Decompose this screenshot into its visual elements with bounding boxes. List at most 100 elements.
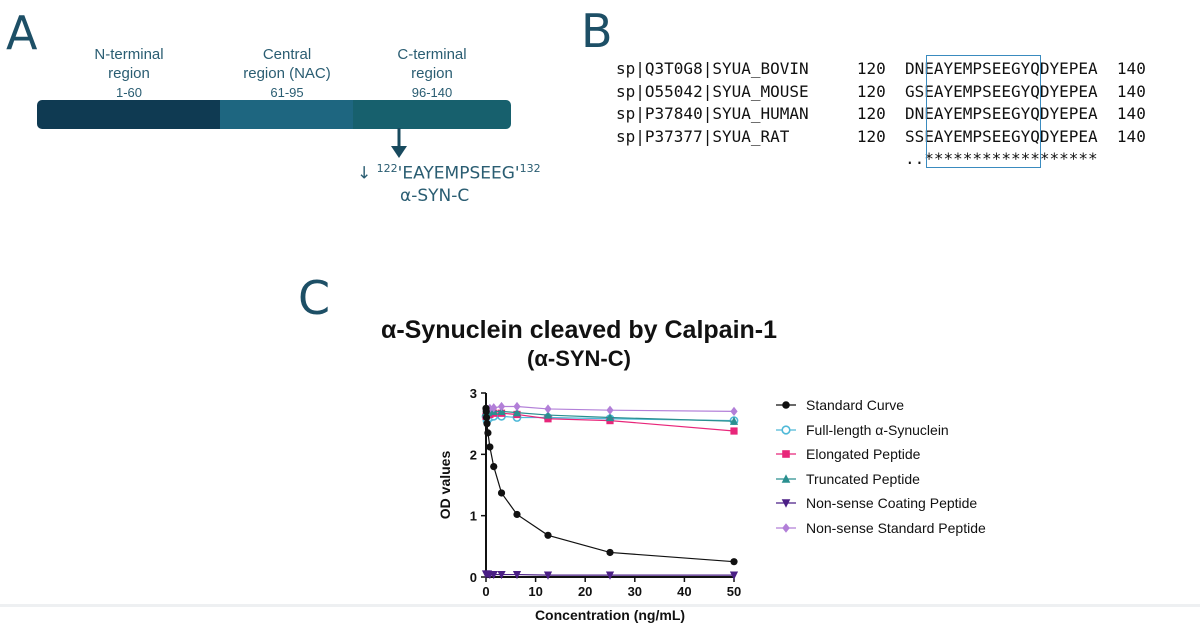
data-point-standard-curve — [482, 407, 490, 415]
data-point-non-sense-coating-peptide — [489, 570, 498, 580]
seq-start: 120 — [856, 81, 886, 101]
data-point-standard-curve — [544, 531, 552, 539]
alignment-row-human: sp|P37840|SYUA_HUMAN 120 DNEAYEMPSEEGYQD… — [616, 103, 1146, 126]
data-point-standard-curve — [606, 548, 614, 557]
od-chart: 0 10 20 30 40 50 0 1 2 3 Concentration (ng/mL) OD v… — [437, 386, 741, 623]
seq-residues: SSEAYEMPSEEGYQDYEPEA — [905, 126, 1098, 146]
legend-item: Truncated Peptide — [774, 469, 920, 489]
data-point-standard-curve — [486, 443, 494, 451]
accession-id: sp|P37377|SYUA_RAT — [616, 126, 790, 146]
region-range: 96-140 — [411, 85, 453, 100]
legend-marker-icon — [776, 450, 796, 458]
data-point-non-sense-standard-peptide — [730, 406, 738, 416]
bottom-divider — [0, 604, 1200, 607]
y-tick-label: 3 — [470, 386, 477, 401]
accession-id: sp|P37840|SYUA_HUMAN — [616, 104, 809, 123]
x-tick-label: 20 — [578, 584, 592, 599]
data-point-non-sense-standard-peptide — [606, 405, 614, 415]
legend-marker-icon — [776, 424, 796, 435]
data-point-standard-curve — [497, 489, 506, 497]
seq-start: 120 — [856, 126, 886, 146]
seq-end: 140 — [1116, 126, 1146, 146]
domain-bar-n-terminal — [37, 100, 222, 129]
domain-bar-central — [220, 100, 355, 129]
y-tick-label: 2 — [470, 447, 477, 462]
peptide-sequence: ↓ 122'EAYEMPSEEG'132 — [357, 162, 541, 184]
sequence-alignment: sp|Q3T0G8|SYUA_BOVIN 120 DNEAYEMPSEEGYQD… — [616, 58, 1146, 171]
seq-residues: GSEAYEMPSEEGYQDYEPEA — [905, 81, 1098, 101]
legend-label: Elongated Peptide — [806, 446, 921, 462]
data-point-truncated-peptide — [512, 408, 522, 417]
data-point-non-sense-coating-peptide — [497, 570, 506, 580]
region-label-n-terminal: N-terminal region 1-60 — [94, 45, 163, 102]
legend-item: Elongated Peptide — [774, 444, 920, 464]
data-point-non-sense-coating-peptide — [512, 570, 522, 580]
alignment-row-bovin: sp|Q3T0G8|SYUA_BOVIN 120 DNEAYEMPSEEGYQD… — [616, 58, 1146, 81]
legend-marker-icon — [776, 401, 796, 409]
peptide-end: 132 — [519, 162, 541, 175]
x-axis-label: Concentration (ng/mL) — [535, 607, 685, 623]
legend-label: Standard Curve — [806, 397, 905, 413]
legend-label: Truncated Peptide — [806, 470, 920, 487]
y-tick-label: 0 — [470, 570, 477, 585]
data-point-standard-curve — [490, 463, 498, 471]
panel-c-letter: C — [298, 271, 331, 325]
cleavage-arrow-icon — [391, 128, 407, 158]
data-point-standard-curve — [482, 413, 491, 422]
conservation-marks: ..****************** — [904, 149, 1098, 168]
seq-start: 120 — [856, 104, 886, 123]
seq-end: 140 — [1116, 81, 1146, 101]
chart-title: α-Synuclein cleaved by Calpain-1 — [380, 316, 778, 344]
panel-b-letter: B — [581, 4, 613, 58]
data-point-non-sense-coating-peptide — [543, 571, 553, 580]
data-point-non-sense-standard-peptide — [513, 401, 521, 412]
y-tick-label: 1 — [470, 509, 477, 524]
conservation-row: ..****************** — [616, 148, 1146, 171]
legend-marker-icon — [776, 522, 796, 533]
accession-id: sp|O55042|SYUA_MOUSE — [616, 81, 809, 101]
chart-subtitle: (α-SYN-C) — [527, 346, 631, 371]
domain-bar-c-terminal — [353, 100, 511, 129]
region-name-line1: C-terminal — [397, 46, 467, 63]
data-point-elongated-peptide — [730, 427, 738, 435]
data-point-elongated-peptide — [544, 415, 552, 423]
alignment-row-rat: sp|P37377|SYUA_RAT 120 SSEAYEMPSEEGYQDYE… — [616, 126, 1146, 149]
region-name-line2: region — [411, 65, 453, 82]
region-range: 1-60 — [115, 85, 143, 100]
seq-end: 140 — [1116, 59, 1146, 78]
legend-item: Standard Curve — [774, 395, 904, 415]
seq-residues: DNEAYEMPSEEGYQDYEPEA — [905, 59, 1098, 78]
alignment-row-mouse: sp|O55042|SYUA_MOUSE 120 GSEAYEMPSEEGYQD… — [616, 81, 1146, 104]
legend-label: Full-length α-Synuclein — [806, 421, 949, 438]
peptide-residues: EAYEMPSEEG — [402, 163, 515, 184]
legend-label: Non-sense Coating Peptide — [806, 495, 978, 511]
data-point-truncated-peptide — [543, 410, 553, 419]
data-point-non-sense-coating-peptide — [605, 571, 615, 580]
region-name-line1: Central — [262, 46, 312, 63]
legend-item: Non-sense Standard Peptide — [774, 518, 986, 538]
data-point-standard-curve — [483, 420, 491, 428]
legend-item: Non-sense Coating Peptide — [774, 493, 977, 513]
x-tick-label: 10 — [528, 584, 542, 599]
legend-marker-icon — [776, 499, 796, 508]
region-label-c-terminal: C-terminal region 96-140 — [397, 45, 466, 102]
x-tick-label: 0 — [482, 584, 489, 599]
region-name-line2: region (NAC) — [243, 65, 331, 82]
series-line-standard-curve — [485, 408, 735, 563]
legend-label: Non-sense Standard Peptide — [806, 519, 986, 536]
region-label-central: Central region (NAC) 61-95 — [243, 45, 331, 102]
region-range: 61-95 — [270, 85, 304, 100]
data-point-non-sense-coating-peptide — [729, 571, 739, 580]
data-point-standard-curve — [484, 429, 492, 437]
data-point-truncated-peptide — [729, 416, 739, 425]
x-tick-label: 40 — [677, 584, 691, 599]
peptide-name: α-SYN-C — [400, 186, 470, 206]
chart-legend: Standard Curve Full-length α-Synuclein Elo… — [774, 395, 1034, 545]
data-point-truncated-peptide — [605, 412, 615, 422]
region-name-line2: region — [108, 65, 150, 82]
x-tick-label: 30 — [628, 584, 642, 599]
data-point-non-sense-standard-peptide — [544, 404, 552, 414]
y-axis-label: OD values — [437, 451, 453, 520]
data-point-standard-curve — [730, 558, 738, 566]
seq-residues: DNEAYEMPSEEGYQDYEPEA — [905, 104, 1098, 123]
